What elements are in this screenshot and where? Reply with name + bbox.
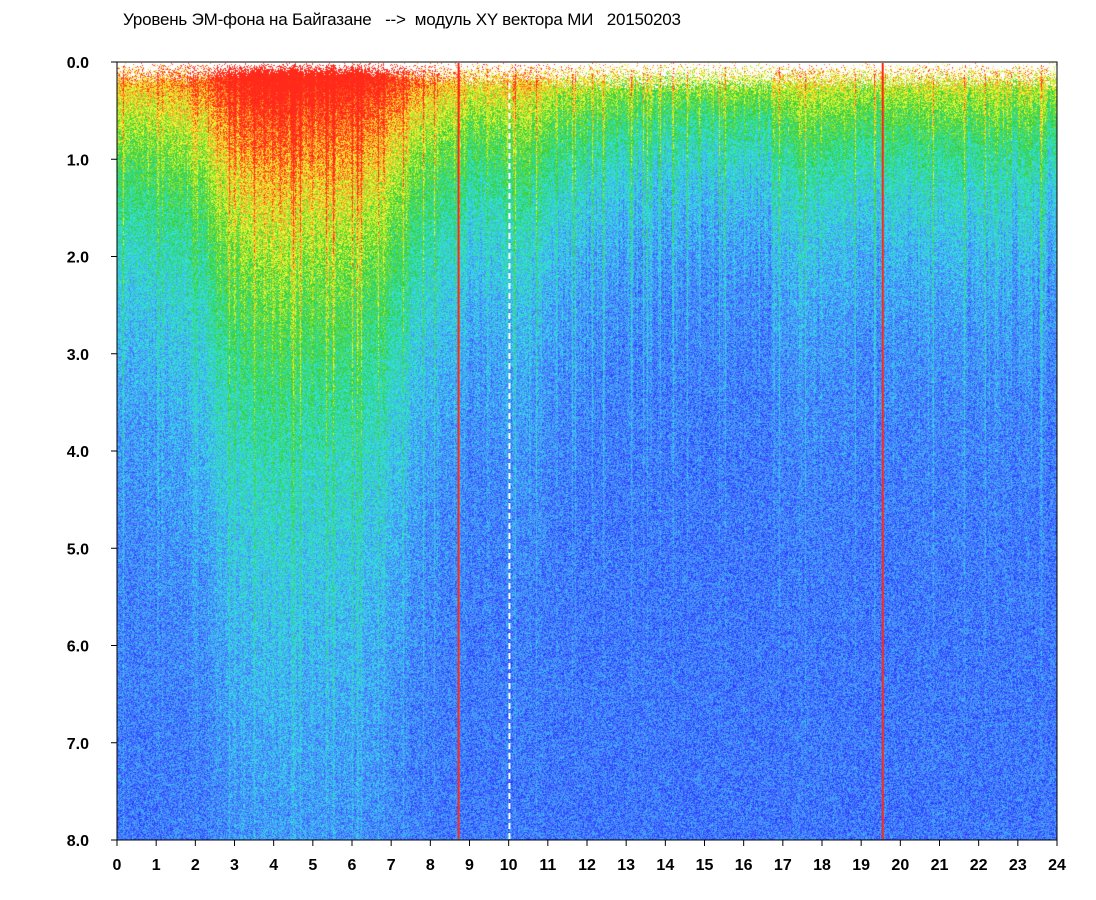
x-tick-label: 24 <box>1048 857 1066 874</box>
x-tick-label: 23 <box>1009 857 1027 874</box>
x-tick-label: 12 <box>578 857 596 874</box>
x-tick-label: 8 <box>426 857 435 874</box>
y-tick-label: 3.0 <box>67 347 89 364</box>
plot-area <box>117 62 1057 840</box>
x-tick-label: 22 <box>970 857 988 874</box>
y-tick-label: 5.0 <box>67 541 89 558</box>
x-tick-label: 3 <box>230 857 239 874</box>
y-tick-label: 2.0 <box>67 250 89 267</box>
x-tick-label: 18 <box>813 857 831 874</box>
x-tick-label: 15 <box>696 857 714 874</box>
x-tick-label: 0 <box>113 857 122 874</box>
x-tick-label: 7 <box>387 857 396 874</box>
y-tick-label: 1.0 <box>67 152 89 169</box>
y-tick-label: 8.0 <box>67 833 89 850</box>
x-tick-label: 16 <box>735 857 753 874</box>
x-tick-label: 10 <box>500 857 518 874</box>
x-tick-label: 21 <box>931 857 949 874</box>
x-tick-label: 17 <box>774 857 792 874</box>
x-tick-label: 11 <box>539 857 556 874</box>
y-axis: 0.0 1.0 2.0 3.0 4.0 5.0 6.0 7.0 8.0 <box>67 55 117 850</box>
x-tick-label: 20 <box>891 857 909 874</box>
x-tick-label: 13 <box>617 857 635 874</box>
x-tick-label: 14 <box>656 857 674 874</box>
x-tick-label: 9 <box>465 857 474 874</box>
x-tick-label: 5 <box>308 857 317 874</box>
x-tick-label: 2 <box>191 857 200 874</box>
x-axis: 0 1 2 3 4 5 6 7 8 9 10 11 12 13 14 15 16 17 18 19 20 21 22 23 24 <box>113 840 1066 874</box>
x-tick-label: 4 <box>269 857 278 874</box>
x-tick-label: 1 <box>152 857 161 874</box>
x-tick-label: 6 <box>348 857 357 874</box>
y-tick-label: 6.0 <box>67 639 89 656</box>
y-tick-label: 7.0 <box>67 736 89 753</box>
y-tick-label: 0.0 <box>67 55 89 72</box>
y-tick-label: 4.0 <box>67 444 89 461</box>
heatmap-image <box>117 62 1057 840</box>
chart-title: Уровень ЭМ-фона на Байгазане --> модуль … <box>123 10 681 29</box>
x-tick-label: 19 <box>852 857 870 874</box>
